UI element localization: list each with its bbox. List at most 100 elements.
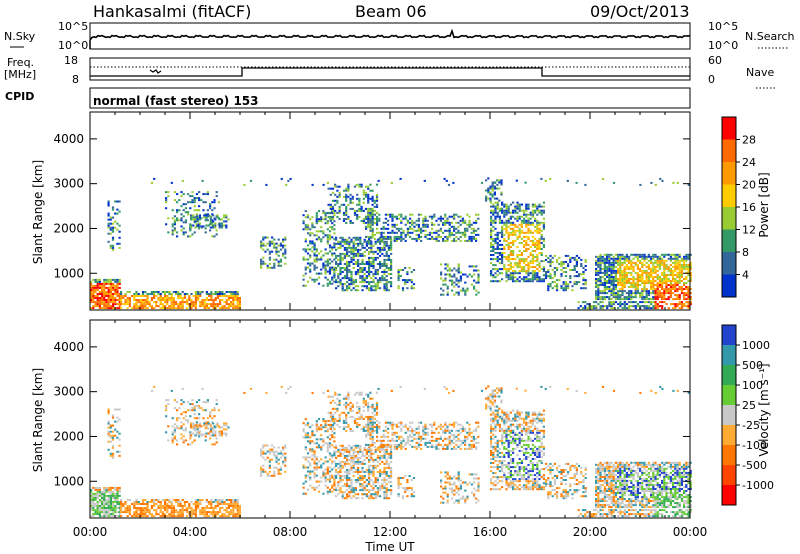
power-cell (435, 237, 438, 240)
power-cell (201, 179, 204, 182)
power-cell (630, 301, 633, 304)
power-cell (601, 290, 604, 293)
power-cell (372, 275, 375, 278)
power-cell (395, 217, 398, 220)
power-cell (669, 282, 672, 284)
power-cell (196, 220, 199, 223)
velocity-cell (109, 509, 112, 512)
power-cell (687, 253, 690, 256)
power-cell (379, 242, 382, 245)
power-cell (118, 286, 121, 289)
power-cell (417, 227, 420, 230)
power-cell (137, 301, 140, 304)
power-cell (201, 301, 204, 304)
power-cell (372, 250, 375, 253)
power-cell (105, 301, 108, 304)
power-cell (161, 303, 164, 306)
velocity-cell (111, 456, 115, 459)
power-cell (284, 248, 287, 251)
power-cell (520, 229, 523, 232)
power-cell (306, 228, 310, 231)
velocity-cell (96, 513, 99, 516)
power-cell (351, 207, 354, 210)
velocity-cell (273, 450, 276, 453)
power-cell (503, 221, 506, 224)
velocity-cell (144, 513, 147, 516)
power-cell (492, 237, 495, 240)
velocity-cell (230, 503, 233, 505)
power-cell (128, 291, 131, 293)
power-cell (359, 277, 362, 280)
power-cell (181, 297, 184, 299)
power-cell (534, 246, 537, 248)
velocity-cell (189, 437, 192, 440)
velocity-cell (184, 439, 187, 442)
velocity-cell (324, 456, 327, 459)
velocity-cell (114, 497, 117, 499)
power-cell (630, 286, 633, 288)
power-cell (647, 307, 651, 310)
power-cell (674, 298, 677, 301)
velocity-cell (320, 426, 323, 429)
power-cell (311, 242, 314, 245)
power-cell (667, 257, 670, 260)
velocity-cell (187, 443, 190, 446)
power-cell (612, 296, 615, 299)
velocity-cell (170, 511, 173, 514)
power-cell (595, 261, 598, 264)
power-cell (575, 181, 578, 184)
power-cell (212, 293, 215, 295)
power-cell (371, 223, 374, 226)
velocity-cell (103, 501, 106, 503)
power-cell (435, 231, 438, 234)
power-cell (672, 292, 675, 295)
power-colorbar-label: Power [dB] (757, 172, 771, 237)
power-cell (94, 301, 97, 304)
power-cell (213, 201, 216, 204)
power-cell (346, 267, 349, 269)
power-cell (262, 236, 265, 239)
power-cell (380, 231, 383, 234)
power-cell (363, 277, 366, 280)
power-cell (516, 217, 519, 220)
velocity-cell (260, 474, 263, 477)
velocity-cell (116, 503, 119, 505)
power-cell (518, 229, 521, 232)
velocity-cell (313, 452, 316, 455)
velocity-cell (306, 456, 310, 459)
power-cell (641, 255, 644, 258)
power-cell (326, 240, 329, 243)
power-cell (375, 193, 379, 196)
velocity-cell (114, 420, 117, 423)
power-cell (610, 301, 613, 304)
power-cell (516, 278, 519, 281)
power-cell (165, 201, 168, 204)
power-cell (172, 299, 175, 301)
power-cell (661, 261, 664, 264)
power-cell (523, 209, 526, 212)
power-cell (128, 301, 131, 304)
velocity-cell (333, 450, 336, 453)
velocity-cell (170, 503, 173, 505)
power-cell (597, 255, 600, 258)
power-cell (329, 207, 332, 210)
velocity-cell (337, 471, 340, 473)
power-cell (376, 269, 379, 271)
velocity-cell (171, 433, 174, 436)
power-cell (560, 275, 563, 278)
power-cell (606, 269, 609, 272)
power-cell (647, 290, 650, 293)
power-cell (369, 183, 372, 186)
power-cell (621, 298, 624, 301)
power-cell (501, 211, 504, 214)
power-cell (509, 262, 512, 265)
power-cell (518, 215, 521, 218)
power-cell (534, 205, 537, 208)
power-cell (238, 305, 241, 308)
velocity-cell (103, 515, 106, 518)
velocity-cell (331, 420, 334, 423)
velocity-cell (326, 460, 329, 463)
power-cell (348, 242, 351, 245)
power-cell (361, 254, 364, 257)
